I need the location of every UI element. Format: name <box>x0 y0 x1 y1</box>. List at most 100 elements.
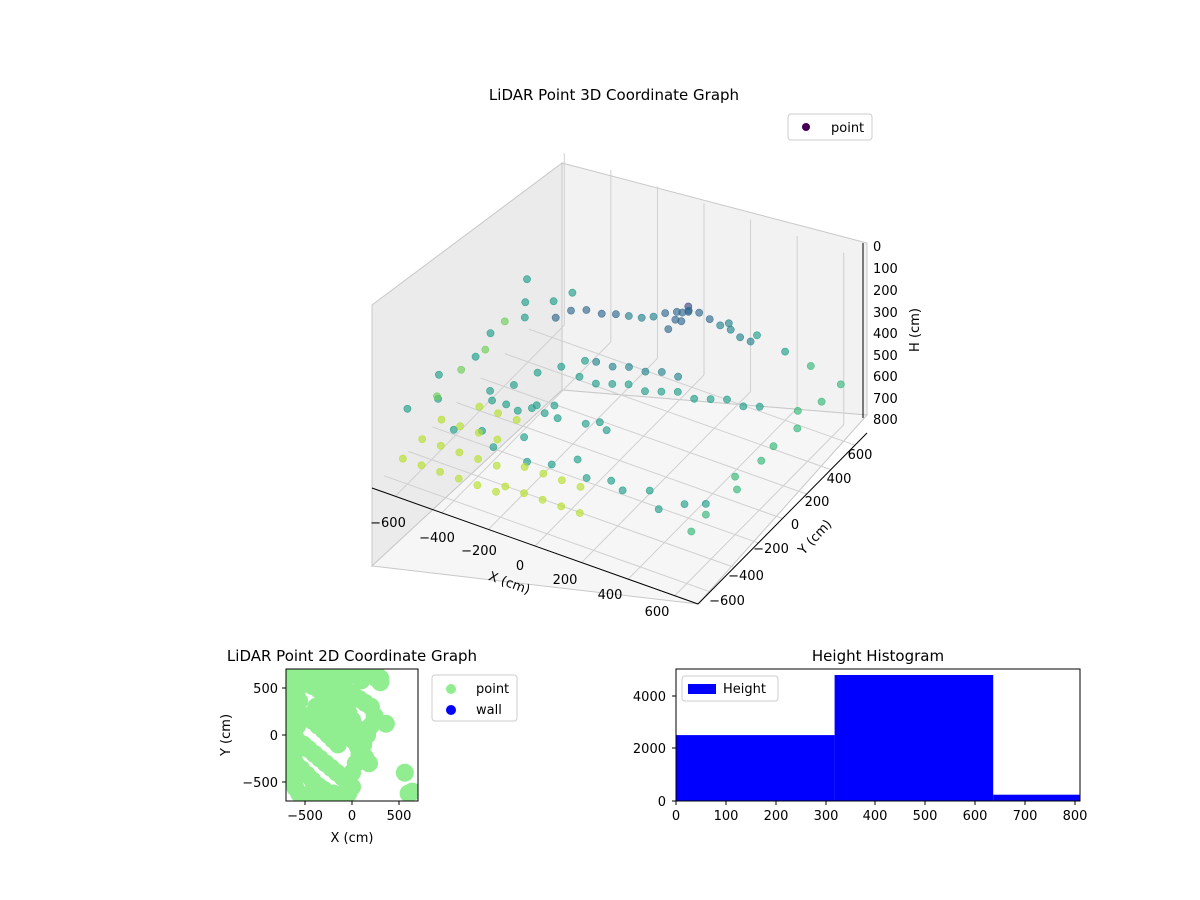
scatter-point-3d <box>533 368 542 377</box>
scatter-point-2d <box>337 780 356 799</box>
grid-line <box>581 391 751 563</box>
z-tick-label: 0 <box>873 240 881 255</box>
z-tick-label: 200 <box>873 284 898 299</box>
scatter-point-2d <box>352 671 371 690</box>
y-tick-label: 2000 <box>633 742 666 757</box>
x-tick-label: 300 <box>814 809 839 824</box>
scatter-point-3d <box>581 356 589 365</box>
scatter-point-3d <box>481 345 490 354</box>
plot-frame-histogram <box>675 668 1081 802</box>
histogram-bar <box>676 735 835 801</box>
grid-line <box>456 402 783 519</box>
y-tick-label: 4000 <box>633 690 666 705</box>
scatter-point-3d <box>512 415 521 424</box>
scatter-point-3d <box>684 306 693 315</box>
scatter-point-3d <box>624 380 633 389</box>
grid-line <box>528 328 856 446</box>
scatter-point-3d <box>454 474 463 483</box>
x-tick-label: 400 <box>863 809 888 824</box>
scatter-point-3d <box>547 460 556 469</box>
grid-line <box>504 353 831 471</box>
legend-histogram[interactable]: Height <box>681 675 779 702</box>
scatter-point-3d <box>608 362 617 371</box>
scatter-point-3d <box>677 317 686 326</box>
scatter-point-3d <box>398 454 407 463</box>
scatter-point-3d <box>456 422 464 431</box>
legend-2d[interactable]: point wall <box>431 674 518 722</box>
scatter-point-3d <box>595 418 604 427</box>
scatter-point-3d <box>641 387 649 396</box>
scatter-point-3d <box>649 312 658 321</box>
legend-wall-label: wall <box>476 703 502 718</box>
x-ticks-histogram: 0 100 200 300 400 500 600 700 800 <box>672 801 1087 824</box>
scatter-point-3d <box>582 474 591 482</box>
scatter-point-3d <box>489 443 498 451</box>
scatter-point-3d <box>731 472 739 481</box>
legend-3d[interactable]: point <box>787 113 873 141</box>
legend-height-label: Height <box>723 682 766 697</box>
legend-histogram-frame <box>681 675 779 702</box>
scatter-point-3d <box>568 288 577 297</box>
histogram-title: Height Histogram <box>812 647 944 665</box>
scatter-point-3d <box>654 505 663 514</box>
scatter-point-3d <box>500 317 509 326</box>
y-tick-label: 0 <box>270 729 278 744</box>
scatter-point-3d <box>502 400 511 409</box>
scatter-point-3d <box>602 426 611 435</box>
x-tick-label: 600 <box>963 809 988 824</box>
x-tick-label: −500 <box>287 809 323 824</box>
scatter-point-3d <box>657 368 666 376</box>
x-tick-label: 600 <box>645 605 670 620</box>
x-tick-label: 500 <box>913 809 938 824</box>
scatter-point-2d <box>330 721 349 740</box>
scatter-point-3d <box>705 315 714 323</box>
scatter-point-3d <box>733 485 741 494</box>
scatter-point-3d <box>716 321 725 330</box>
scatter-point-2d <box>376 714 395 733</box>
y-axis-line <box>697 432 868 605</box>
scatter-point-2d <box>346 718 365 737</box>
y-tick-label: 0 <box>791 518 799 533</box>
scatter-point-3d <box>474 428 483 437</box>
histogram-bar <box>993 794 1080 801</box>
x-tick-label: 700 <box>1013 809 1038 824</box>
scatter-point-2d <box>328 735 347 754</box>
scatter-point-3d <box>674 372 682 381</box>
scatter-point-2d <box>367 669 386 684</box>
x-tick-label: 200 <box>764 809 789 824</box>
scatter-point-3d <box>549 297 558 306</box>
y-axis-label-2d: Y (cm) <box>219 714 234 757</box>
scatter-point-3d <box>492 461 501 470</box>
scatter-point-3d <box>746 337 755 346</box>
x-tick-label: 0 <box>516 559 524 574</box>
scatter-point-3d <box>757 456 766 465</box>
scatter-point-3d <box>449 425 458 434</box>
scatter-point-3d <box>575 372 584 381</box>
scatter-point-3d <box>695 308 704 317</box>
scatter-point-3d <box>723 395 731 404</box>
scatter-point-3d <box>645 486 654 495</box>
y-ticks-3d: −600 −400 −200 0 200 400 600 <box>709 448 872 609</box>
scatter-point-2d <box>314 780 333 799</box>
chart-histogram: Height Histogram 0 100 200 300 400 500 6… <box>633 647 1088 824</box>
scatter-point-3d <box>510 381 518 389</box>
y-axis-label-3d: Y (cm) <box>795 517 835 559</box>
z-axis-label-3d: H (cm) <box>908 308 923 352</box>
legend-height-swatch <box>688 684 716 694</box>
scatter-point-3d <box>753 331 761 340</box>
scatter-point-3d <box>520 489 528 498</box>
x-axis-line <box>371 487 699 605</box>
scatter-points-2d <box>286 669 418 801</box>
scatter-point-3d <box>680 500 689 508</box>
scatter-point-3d <box>673 307 681 316</box>
scatter-point-3d <box>475 402 484 411</box>
scatter-point-3d <box>657 387 666 396</box>
scatter-point-3d <box>474 455 482 463</box>
scatter-point-3d <box>434 370 443 379</box>
chart-3d-title: LiDAR Point 3D Coordinate Graph <box>489 86 739 104</box>
scatter-points-3d <box>398 275 845 536</box>
scatter-point-3d <box>437 415 446 424</box>
x-tick-label: −600 <box>370 516 406 531</box>
scatter-point-3d <box>836 380 845 389</box>
